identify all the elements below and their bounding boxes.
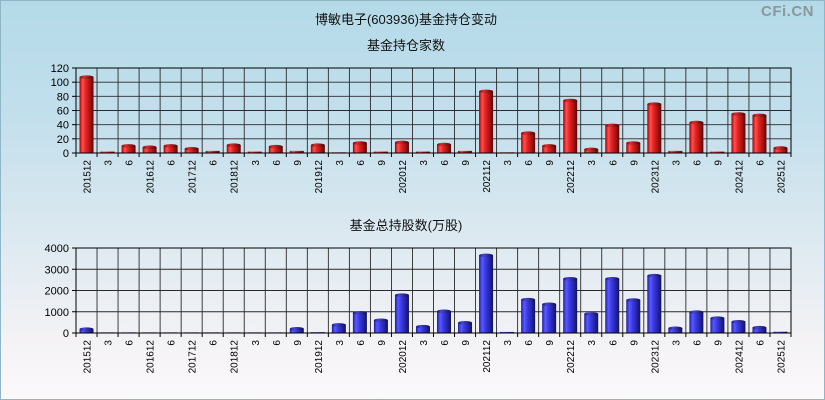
svg-text:6: 6 xyxy=(608,160,619,166)
svg-text:201812: 201812 xyxy=(230,160,241,194)
svg-text:201812: 201812 xyxy=(230,340,241,374)
svg-text:3: 3 xyxy=(587,340,598,346)
svg-text:6: 6 xyxy=(692,340,703,346)
svg-text:3: 3 xyxy=(104,160,115,166)
svg-text:3: 3 xyxy=(419,340,430,346)
svg-text:201612: 201612 xyxy=(146,340,157,374)
svg-text:201612: 201612 xyxy=(146,160,157,194)
svg-text:6: 6 xyxy=(608,340,619,346)
svg-text:100: 100 xyxy=(51,77,69,89)
svg-text:3: 3 xyxy=(104,340,115,346)
svg-text:201712: 201712 xyxy=(188,340,199,374)
svg-text:3: 3 xyxy=(335,160,346,166)
svg-text:6: 6 xyxy=(524,160,535,166)
total-shares-chart: 0 1000 2000 3000 4000 201512 3 6 201612 6 201712 6 2… xyxy=(45,243,792,374)
svg-text:202012: 202012 xyxy=(398,340,409,374)
holdings-count-chart: 0 20 40 60 80 100 120 201512 3 6 201612 6 201712 6 201… xyxy=(51,63,792,194)
svg-text:9: 9 xyxy=(713,340,724,346)
svg-text:0: 0 xyxy=(63,328,69,340)
svg-text:6: 6 xyxy=(356,160,367,166)
svg-text:9: 9 xyxy=(377,340,388,346)
svg-text:3: 3 xyxy=(419,160,430,166)
svg-text:9: 9 xyxy=(377,160,388,166)
page-title: 博敏电子(603936)基金持仓变动 xyxy=(314,12,498,27)
svg-text:202012: 202012 xyxy=(398,160,409,194)
svg-text:1000: 1000 xyxy=(45,307,69,319)
svg-text:202112: 202112 xyxy=(482,340,493,373)
svg-text:202412: 202412 xyxy=(734,340,745,374)
svg-text:40: 40 xyxy=(57,120,69,132)
svg-text:6: 6 xyxy=(167,160,178,166)
svg-text:80: 80 xyxy=(57,91,69,103)
svg-text:9: 9 xyxy=(545,160,556,166)
svg-text:6: 6 xyxy=(755,160,766,166)
svg-text:6: 6 xyxy=(356,340,367,346)
svg-text:3: 3 xyxy=(251,340,262,346)
svg-text:9: 9 xyxy=(293,340,304,346)
svg-text:201512: 201512 xyxy=(83,160,94,194)
svg-text:6: 6 xyxy=(209,160,220,166)
svg-text:6: 6 xyxy=(755,340,766,346)
svg-text:6: 6 xyxy=(272,340,283,346)
svg-text:202512: 202512 xyxy=(776,160,787,194)
svg-text:120: 120 xyxy=(51,63,69,75)
svg-text:3000: 3000 xyxy=(45,264,69,276)
svg-text:9: 9 xyxy=(461,340,472,346)
chart1-title: 基金持仓家数 xyxy=(366,38,445,53)
svg-text:201512: 201512 xyxy=(83,340,94,374)
svg-text:202212: 202212 xyxy=(566,160,577,194)
svg-text:6: 6 xyxy=(125,160,136,166)
svg-text:20: 20 xyxy=(57,134,69,146)
svg-text:6: 6 xyxy=(692,160,703,166)
svg-text:3: 3 xyxy=(251,160,262,166)
svg-text:6: 6 xyxy=(440,340,451,346)
svg-text:4000: 4000 xyxy=(45,243,69,255)
svg-text:201912: 201912 xyxy=(314,160,325,194)
svg-text:6: 6 xyxy=(524,340,535,346)
svg-text:202312: 202312 xyxy=(650,340,661,374)
svg-text:3: 3 xyxy=(335,340,346,346)
svg-text:3: 3 xyxy=(503,340,514,346)
svg-text:202312: 202312 xyxy=(650,160,661,194)
svg-text:9: 9 xyxy=(713,160,724,166)
svg-text:202212: 202212 xyxy=(566,340,577,374)
svg-text:3: 3 xyxy=(503,160,514,166)
svg-text:201912: 201912 xyxy=(314,340,325,374)
svg-text:9: 9 xyxy=(629,160,640,166)
svg-text:9: 9 xyxy=(545,340,556,346)
svg-text:202512: 202512 xyxy=(776,340,787,374)
svg-text:6: 6 xyxy=(125,340,136,346)
svg-text:2000: 2000 xyxy=(45,286,69,298)
svg-text:3: 3 xyxy=(671,340,682,346)
svg-text:3: 3 xyxy=(587,160,598,166)
svg-text:202112: 202112 xyxy=(482,160,493,193)
svg-text:6: 6 xyxy=(209,340,220,346)
svg-text:9: 9 xyxy=(461,160,472,166)
cfi-logo: CFi.CN xyxy=(761,3,814,20)
svg-text:60: 60 xyxy=(57,106,69,118)
svg-text:9: 9 xyxy=(293,160,304,166)
svg-text:3: 3 xyxy=(671,160,682,166)
svg-text:202412: 202412 xyxy=(734,160,745,194)
svg-text:6: 6 xyxy=(272,160,283,166)
svg-text:9: 9 xyxy=(629,340,640,346)
chart2-title: 基金总持股数(万股) xyxy=(349,218,463,233)
svg-text:201712: 201712 xyxy=(188,160,199,194)
svg-text:6: 6 xyxy=(440,160,451,166)
svg-text:6: 6 xyxy=(167,340,178,346)
svg-text:0: 0 xyxy=(63,148,69,160)
